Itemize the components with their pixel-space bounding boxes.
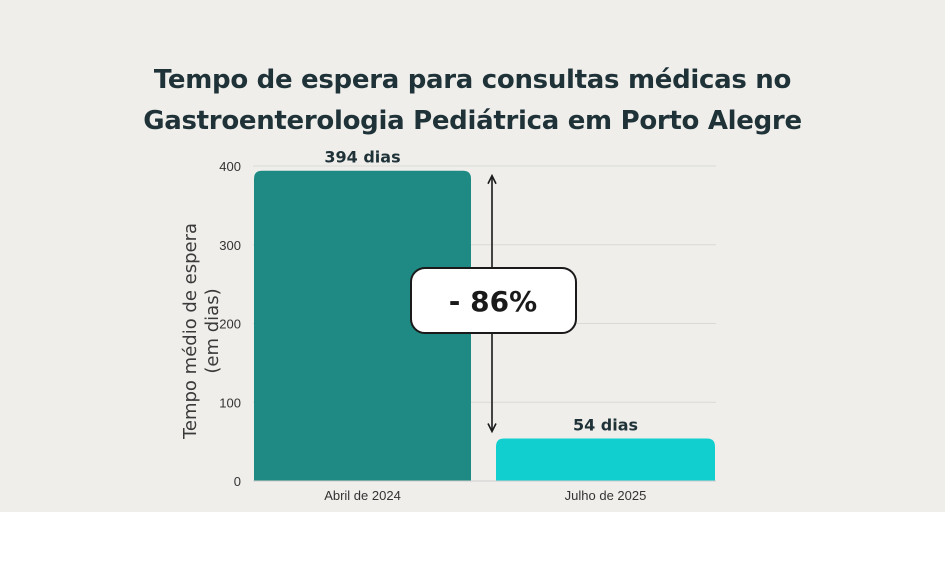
y-tick-label: 0 <box>234 474 241 489</box>
footer-strip <box>0 512 945 571</box>
chart-title: Tempo de espera para consultas médicas n… <box>0 60 945 142</box>
bar <box>254 170 471 481</box>
annotation-label: - 86% <box>449 285 537 318</box>
bar-data-label: 394 dias <box>324 148 400 167</box>
x-tick-label: Julho de 2025 <box>565 488 647 503</box>
bar-data-label: 54 dias <box>573 415 638 434</box>
bar <box>496 438 715 481</box>
x-tick-label: Abril de 2024 <box>324 488 401 503</box>
annotation-box <box>410 267 577 334</box>
y-tick-label: 300 <box>219 238 241 253</box>
y-tick-label: 100 <box>219 395 241 410</box>
y-tick-label: 200 <box>219 317 241 332</box>
annotation-arrowhead-up <box>487 173 497 185</box>
y-axis-title: Tempo médio de espera(em dias) <box>180 223 223 440</box>
y-axis-title-line: Tempo médio de espera <box>180 223 201 440</box>
chart-title-line-1: Tempo de espera para consultas médicas n… <box>153 65 792 95</box>
y-tick-label: 400 <box>219 159 241 174</box>
chart-title-line-2: Gastroenterologia Pediátrica em Porto Al… <box>143 106 802 136</box>
y-axis-title-line: (em dias) <box>202 288 223 373</box>
annotation-arrowhead-down <box>487 423 497 434</box>
